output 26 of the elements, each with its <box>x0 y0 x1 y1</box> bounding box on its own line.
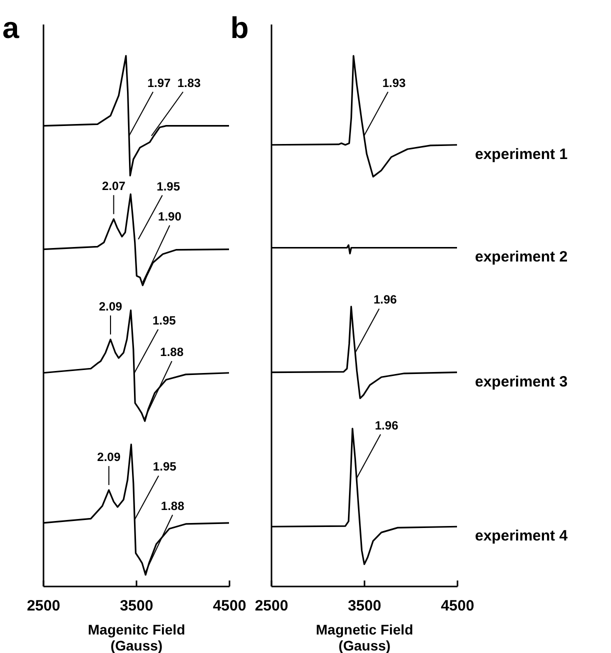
annotation: 1.96 <box>374 418 399 432</box>
annotation: 1.96 <box>373 292 398 307</box>
annotation: 2.07 <box>102 179 126 194</box>
series-label: experiment 3 <box>475 373 568 390</box>
annotation: 1.95 <box>152 460 177 474</box>
chart-title: b <box>230 12 249 45</box>
series-label: experiment 2 <box>475 248 568 266</box>
x-tick-label: 4500 <box>212 598 246 614</box>
x-tick-label: 4500 <box>440 598 474 614</box>
annotation: 1.95 <box>152 313 176 328</box>
x-tick-label: 2500 <box>254 598 288 614</box>
annotation: 2.09 <box>97 450 121 464</box>
x-tick-label: 2500 <box>26 598 60 614</box>
annotation: 1.97 <box>147 76 172 90</box>
annotation: 1.88 <box>160 345 184 360</box>
series-label: experiment 1 <box>475 146 568 163</box>
annotation: 1.88 <box>160 498 185 513</box>
annotation: 2.09 <box>98 299 123 314</box>
series-label: experiment 4 <box>475 528 568 545</box>
annotation: 1.90 <box>158 209 182 224</box>
x-tick-label: 3500 <box>348 598 382 614</box>
x-tick-label: 3500 <box>120 598 154 614</box>
annotation: 1.95 <box>156 179 180 194</box>
annotation: 1.83 <box>177 76 202 90</box>
annotation: 1.93 <box>382 76 406 90</box>
chart-title: a <box>2 12 20 45</box>
